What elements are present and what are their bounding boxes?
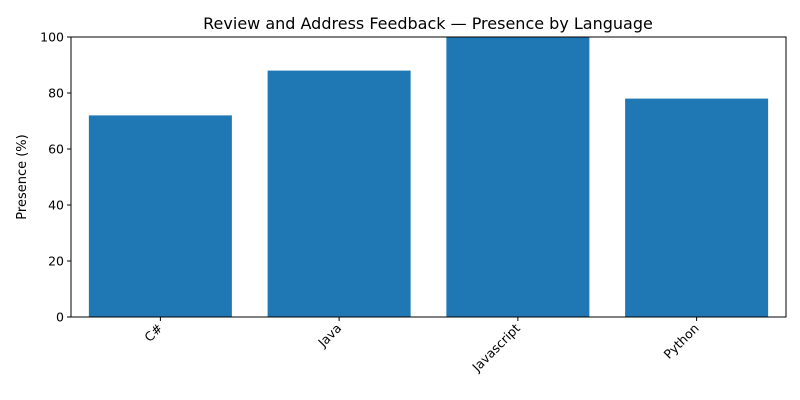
bar-javascript xyxy=(446,37,590,317)
x-tick-label: C# xyxy=(141,321,165,345)
bar-java xyxy=(267,70,411,317)
bar-python xyxy=(625,98,769,317)
y-tick-label: 0 xyxy=(56,310,64,325)
plot-frame xyxy=(70,36,787,318)
x-tick-label: Javascript xyxy=(468,320,523,375)
y-tick-label: 60 xyxy=(48,142,64,157)
bars-group xyxy=(88,37,769,318)
y-tick-label: 80 xyxy=(48,86,64,101)
x-tick-label: Java xyxy=(314,321,344,351)
chart-title: Review and Address Feedback — Presence b… xyxy=(203,14,653,33)
y-tick-label: 20 xyxy=(48,254,64,269)
bar-c- xyxy=(88,115,232,318)
x-axis: C# Java Javascript Python xyxy=(141,317,702,375)
y-tick-label: 40 xyxy=(48,198,64,213)
y-axis: 0 20 40 60 80 100 xyxy=(40,30,71,325)
y-tick-label: 100 xyxy=(40,30,64,45)
y-axis-label: Presence (%) xyxy=(15,134,30,219)
x-tick-label: Python xyxy=(660,321,701,362)
